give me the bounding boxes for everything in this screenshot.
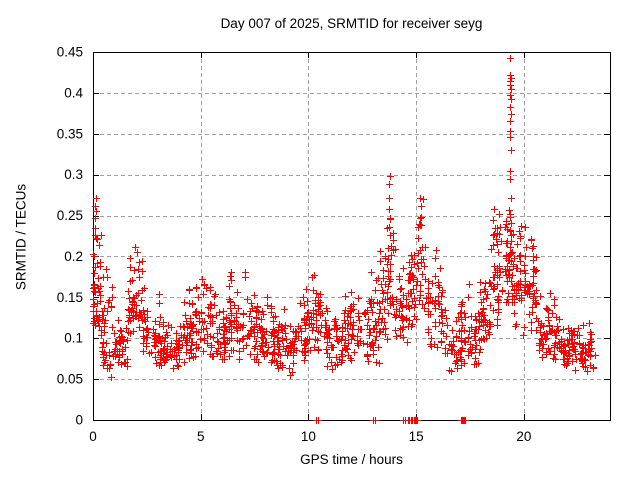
x-tick-label: 20 <box>516 429 531 444</box>
x-tick-label: 10 <box>301 429 316 444</box>
scatter-path <box>90 55 599 424</box>
x-tick-label: 0 <box>89 429 97 444</box>
y-tick-label: 0.35 <box>57 126 83 141</box>
axis-ticks <box>93 52 610 421</box>
x-tick-label: 15 <box>409 429 424 444</box>
tick-labels: 0 5 10 15 20 0 0.05 0.1 0.15 0.2 0.25 0.3 0.35 0.4 0.4… <box>57 45 532 445</box>
plot-border <box>93 52 611 421</box>
y-tick-label: 0.45 <box>57 45 83 60</box>
x-axis-label: GPS time / hours <box>300 452 403 467</box>
y-tick-label: 0.3 <box>64 167 83 182</box>
y-tick-label: 0.2 <box>64 249 83 264</box>
y-tick-label: 0.1 <box>64 331 83 346</box>
x-tick-label: 5 <box>197 429 205 444</box>
scatter-points <box>90 55 599 424</box>
y-tick-label: 0.05 <box>57 372 83 387</box>
y-tick-label: 0.25 <box>57 208 83 223</box>
chart-title: Day 007 of 2025, SRMTID for receiver sey… <box>220 16 483 31</box>
gridlines <box>93 52 610 420</box>
y-tick-label: 0 <box>75 413 83 428</box>
y-tick-label: 0.15 <box>57 290 83 305</box>
y-tick-label: 0.4 <box>64 85 83 100</box>
